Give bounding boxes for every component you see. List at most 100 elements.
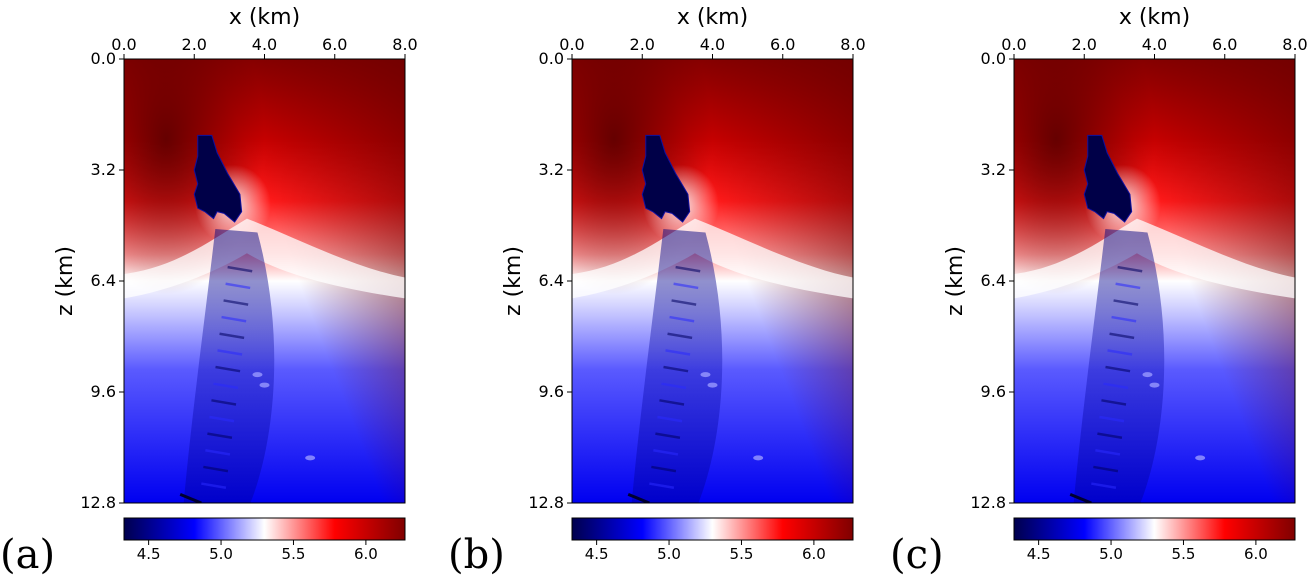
- transition-band: [572, 218, 853, 299]
- plume-streak: [1117, 265, 1143, 273]
- plume-streak: [655, 432, 681, 440]
- plume-streak: [213, 382, 239, 390]
- plume-streak: [1115, 282, 1141, 290]
- x-tick-label: 0.0: [559, 35, 584, 54]
- x-tick-label: 8.0: [392, 35, 417, 54]
- y-axis-title: z (km): [53, 246, 78, 316]
- colorbar-tick-label: 5.0: [657, 545, 681, 563]
- panel-2: 0.0 2.0 4.0 6.0 8.0 x (km) 0.0 3.2 6.4 9.6 12.8 z (…: [448, 5, 866, 578]
- colorbar-tick-label: 4.5: [585, 545, 609, 563]
- plume-streak: [1093, 465, 1119, 473]
- salt-body: [641, 134, 691, 223]
- colorbar-tick-label: 4.5: [137, 545, 161, 563]
- plume-streak: [1105, 365, 1131, 373]
- plume-streak: [211, 399, 237, 406]
- plume-spot: [305, 455, 316, 461]
- y-tick-label: 6.4: [981, 271, 1006, 290]
- panel-1: 0.0 2.0 4.0 6.0 8.0 x (km) 0.0 3.2 6.4 9.6 12.8 z (…: [0, 5, 418, 578]
- y-tick-label: 9.6: [91, 382, 116, 401]
- x-axis-title: x (km): [677, 5, 748, 30]
- x-axis-title: x (km): [1119, 5, 1190, 30]
- plume-spot: [259, 382, 270, 388]
- plume-streak: [221, 315, 247, 323]
- plume-streak: [1097, 432, 1123, 440]
- x-tick-label: 2.0: [630, 35, 655, 54]
- plume-streak: [663, 365, 689, 373]
- x-tick-label: 6.0: [1212, 35, 1237, 54]
- velocity-image: [124, 59, 405, 503]
- plume: [183, 228, 275, 503]
- plume-streak: [205, 449, 231, 456]
- y-tick-label: 6.4: [539, 271, 564, 290]
- y-tick-label: 9.6: [539, 382, 564, 401]
- y-tick-label: 3.2: [981, 160, 1006, 179]
- plume-streak: [1101, 399, 1127, 406]
- plume-streak: [673, 282, 699, 290]
- plume-streak: [1107, 349, 1133, 356]
- panel-3: 0.0 2.0 4.0 6.0 8.0 x (km) 0.0 3.2 6.4 9.6 12.8 z (…: [890, 5, 1308, 578]
- plume-streak: [209, 415, 235, 423]
- panel-label: (b): [448, 532, 505, 578]
- y-axis-title: z (km): [501, 246, 526, 316]
- plume-streak: [675, 265, 701, 273]
- colorbar: [123, 517, 406, 541]
- plume-streak: [667, 332, 693, 340]
- velocity-image: [1014, 59, 1295, 503]
- plume-streak: [653, 449, 679, 456]
- salt-body: [193, 134, 243, 223]
- plume-spot: [707, 382, 718, 388]
- plume-streak: [1099, 415, 1125, 423]
- x-tick-label: 2.0: [182, 35, 207, 54]
- y-tick-label: 0.0: [539, 49, 564, 68]
- x-tick-label: 4.0: [700, 35, 725, 54]
- plume-streak: [671, 299, 697, 306]
- plume-streak: [223, 299, 249, 306]
- plume-streak: [659, 399, 685, 406]
- colorbar-tick-label: 5.5: [282, 545, 306, 563]
- y-tick-label: 0.0: [91, 49, 116, 68]
- plume-streak: [1113, 299, 1139, 306]
- x-tick-label: 4.0: [1142, 35, 1167, 54]
- plume-streak: [1091, 482, 1117, 489]
- y-tick-label: 12.8: [970, 493, 1006, 512]
- panel-label: (c): [890, 532, 944, 578]
- y-tick-label: 12.8: [528, 493, 564, 512]
- colorbar-tick-label: 5.0: [209, 545, 233, 563]
- colorbar-tick-label: 6.0: [1244, 545, 1268, 563]
- x-tick-label: 8.0: [1282, 35, 1307, 54]
- x-tick-label: 0.0: [111, 35, 136, 54]
- plume: [1073, 228, 1165, 503]
- y-tick-label: 6.4: [91, 271, 116, 290]
- bottom-streak: [627, 492, 650, 503]
- x-tick-label: 0.0: [1001, 35, 1026, 54]
- plume-streak: [225, 282, 251, 290]
- y-tick-label: 3.2: [539, 160, 564, 179]
- plume-streak: [657, 415, 683, 423]
- plume-streak: [219, 332, 245, 340]
- colorbar-tick-label: 5.5: [1172, 545, 1196, 563]
- velocity-image: [572, 59, 853, 503]
- plume-spot: [1142, 372, 1153, 378]
- plume: [631, 228, 723, 503]
- plume-streak: [1095, 449, 1121, 456]
- salt-body: [1083, 134, 1133, 223]
- plume-spot: [1149, 382, 1160, 388]
- plume-streak: [665, 349, 691, 356]
- x-tick-label: 8.0: [840, 35, 865, 54]
- colorbar-tick-label: 4.5: [1027, 545, 1051, 563]
- plume-streak: [669, 315, 695, 323]
- colorbar-tick-label: 5.0: [1099, 545, 1123, 563]
- plume-spot: [252, 372, 263, 378]
- plume-streak: [1109, 332, 1135, 340]
- plume-streak: [1103, 382, 1129, 390]
- bottom-streak: [1069, 492, 1092, 503]
- bottom-streak: [179, 492, 202, 503]
- transition-band: [1014, 218, 1295, 299]
- plume-spot: [1195, 455, 1206, 461]
- colorbar-tick-label: 5.5: [730, 545, 754, 563]
- plume-streak: [201, 482, 227, 489]
- colorbar-tick-label: 6.0: [354, 545, 378, 563]
- plume-streak: [215, 365, 241, 373]
- x-tick-label: 2.0: [1072, 35, 1097, 54]
- y-tick-label: 3.2: [91, 160, 116, 179]
